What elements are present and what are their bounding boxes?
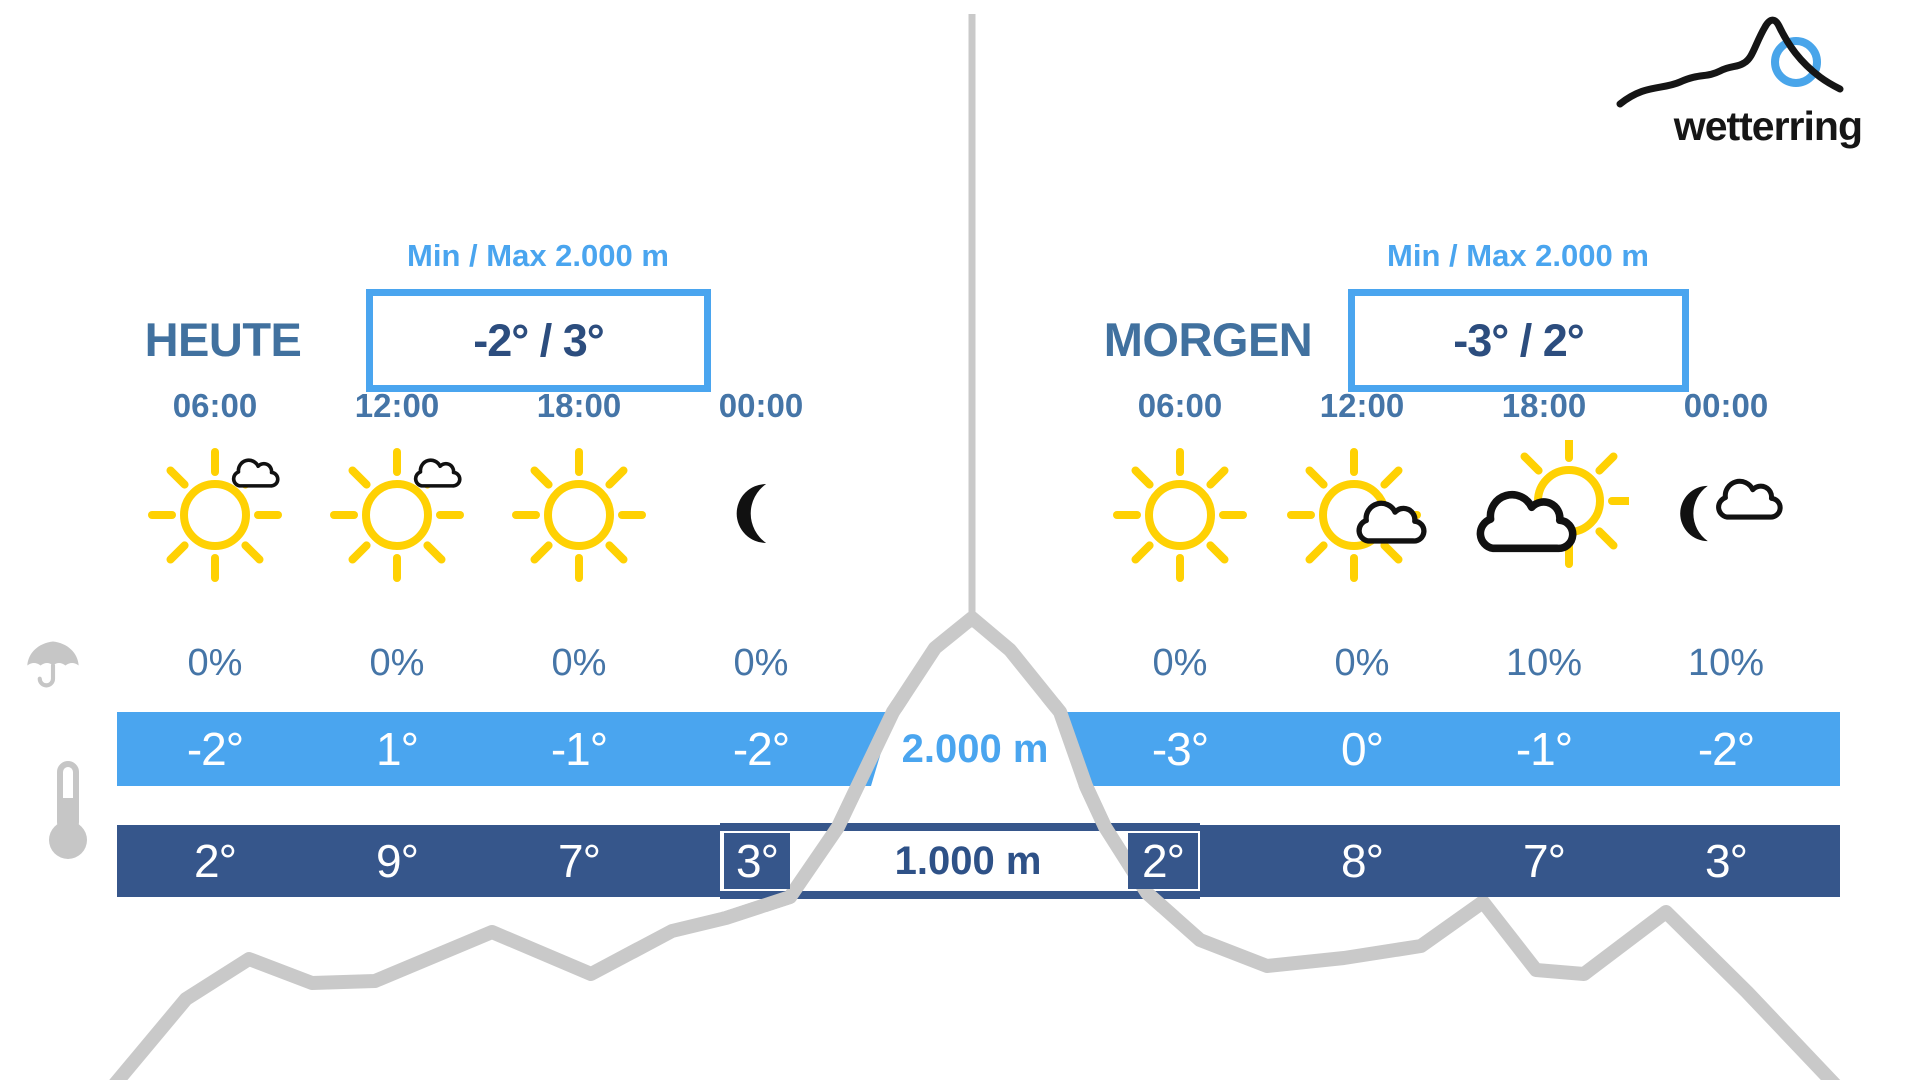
minmax-box-morgen: -3° / 2°	[1348, 289, 1689, 392]
temp2000-morgen-0000: -2°	[1697, 723, 1755, 775]
temp1000-heute-1200: 9°	[376, 835, 419, 887]
day-title-heute: HEUTE	[144, 313, 302, 366]
sun-icon	[504, 440, 654, 590]
precip-heute-1800: 0%	[551, 642, 607, 684]
day-title-morgen: MORGEN	[1103, 313, 1313, 366]
temp2000-heute-0000: -2°	[732, 723, 790, 775]
temp1000-morgen-1800: 7°	[1523, 835, 1566, 887]
logo-mountain-icon	[1616, 16, 1844, 108]
temp1000-morgen-0000: 3°	[1705, 835, 1748, 887]
temp1000-heute-0600: 2°	[194, 835, 237, 887]
time-morgen-1200: 12:00	[1319, 387, 1405, 424]
sun-icon	[1105, 440, 1255, 590]
precip-morgen-1200: 0%	[1334, 642, 1390, 684]
precip-heute-0000: 0%	[733, 642, 789, 684]
temp2000-morgen-1200: 0°	[1341, 723, 1384, 775]
precip-morgen-1800: 10%	[1505, 642, 1583, 684]
time-heute-0000: 00:00	[718, 387, 804, 424]
time-morgen-1800: 18:00	[1501, 387, 1587, 424]
altitude-label-2000m: 2.000 m	[901, 727, 1049, 771]
moon-with-cloud-icon	[1680, 440, 1801, 542]
temp1000-heute-1800: 7°	[558, 835, 601, 887]
sun-with-small-cloud-icon	[140, 440, 290, 590]
temp2000-heute-1200: 1°	[376, 723, 419, 775]
time-heute-1200: 12:00	[354, 387, 440, 424]
time-heute-0600: 06:00	[172, 387, 258, 424]
umbrella-icon	[27, 641, 79, 688]
logo: wetterring	[1600, 14, 1880, 150]
temp-cell-morgen-0600	[1128, 833, 1198, 889]
minmax-box-heute: -2° / 3°	[366, 289, 711, 392]
temp1000-morgen-0600: 2°	[1142, 835, 1185, 887]
minmax-value-morgen: -3° / 2°	[1453, 314, 1585, 366]
temp-cell-heute-0000	[724, 833, 790, 889]
sun-with-small-cloud-icon	[322, 440, 472, 590]
minmax-value-heute: -2° / 3°	[473, 314, 605, 366]
minmax-label-morgen: Min / Max 2.000 m	[1387, 238, 1649, 273]
precip-heute-0600: 0%	[187, 642, 243, 684]
sun-with-cloud-icon	[1287, 440, 1437, 590]
temp2000-morgen-1800: -1°	[1515, 723, 1573, 775]
temp1000-morgen-1200: 8°	[1341, 835, 1384, 887]
logo-brand: wetterring	[1673, 103, 1863, 149]
time-morgen-0000: 00:00	[1683, 387, 1769, 424]
temp2000-heute-1800: -1°	[550, 723, 608, 775]
temp1000-heute-0000: 3°	[736, 835, 779, 887]
thermometer-icon	[49, 761, 87, 859]
moon-icon	[736, 484, 767, 543]
temp2000-morgen-0600: -3°	[1151, 723, 1209, 775]
time-morgen-0600: 06:00	[1137, 387, 1223, 424]
precip-morgen-0000: 10%	[1687, 642, 1765, 684]
minmax-label-heute: Min / Max 2.000 m	[407, 238, 669, 273]
precip-heute-1200: 0%	[369, 642, 425, 684]
cloud-with-sun-icon	[1469, 440, 1629, 590]
temp2000-heute-0600: -2°	[186, 723, 244, 775]
time-heute-1800: 18:00	[536, 387, 622, 424]
altitude-label-1000m: 1.000 m	[894, 839, 1042, 883]
precip-morgen-0600: 0%	[1152, 642, 1208, 684]
